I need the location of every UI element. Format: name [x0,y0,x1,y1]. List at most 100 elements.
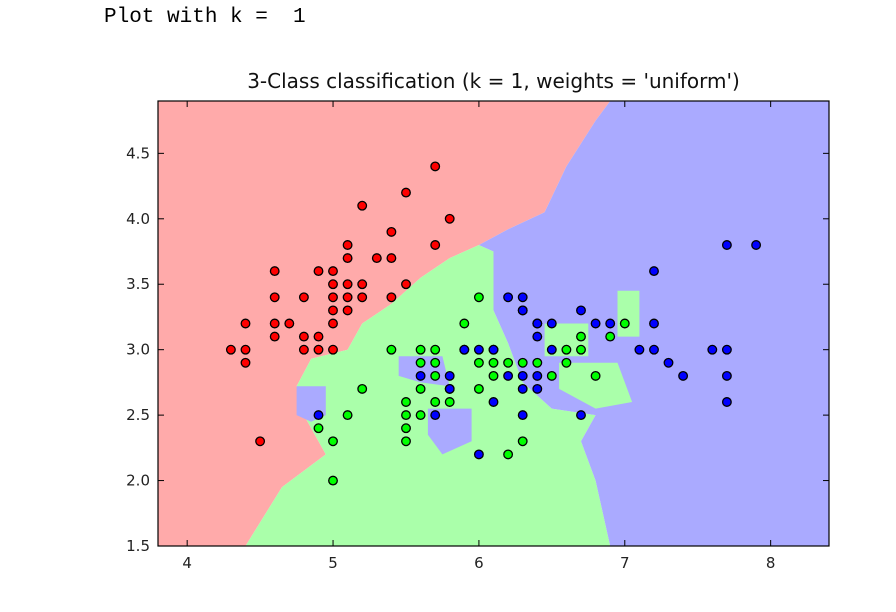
data-point-class-2 [721,240,732,250]
data-point-class-0 [313,266,324,277]
decision-region-class-2 [427,408,472,455]
data-point-class-2 [605,318,616,329]
decision-region-class-1 [617,290,640,337]
data-point-class-0 [269,331,280,342]
data-point-class-2 [430,410,441,421]
data-point-class-1 [561,344,572,355]
data-point-class-0 [357,279,368,290]
data-point-class-2 [663,357,674,368]
data-point-class-0 [328,344,338,355]
data-point-class-1 [401,436,411,447]
data-point-class-0 [401,279,411,290]
data-point-class-2 [546,344,557,355]
data-point-class-2 [488,397,499,407]
data-point-class-2 [517,292,528,303]
data-point-class-1 [415,410,426,421]
scatter-points [225,161,762,486]
data-point-class-0 [269,266,280,277]
data-point-class-0 [342,292,353,303]
data-point-class-2 [707,344,718,355]
data-point-class-1 [473,292,484,303]
data-point-class-1 [401,397,411,407]
data-point-class-2 [415,370,426,381]
data-point-class-2 [532,383,543,394]
data-point-class-1 [576,344,586,355]
data-point-class-0 [342,253,353,264]
data-point-class-1 [415,383,426,394]
cell-output-text: Plot with k = 1 [104,6,306,29]
data-point-class-2 [576,305,586,316]
data-point-class-2 [721,397,732,407]
data-point-class-1 [619,318,630,329]
data-point-class-2 [473,449,484,460]
data-point-class-0 [225,344,236,355]
data-point-class-2 [649,266,659,277]
data-point-class-0 [298,292,309,303]
data-point-class-0 [298,331,309,342]
data-point-class-0 [240,344,251,355]
data-point-class-0 [328,305,338,316]
data-point-class-2 [721,344,732,355]
data-point-class-2 [678,370,689,381]
data-point-class-1 [561,357,572,368]
data-point-class-1 [415,357,426,368]
data-point-class-1 [328,475,338,486]
data-point-class-0 [357,292,368,303]
data-point-class-2 [721,370,732,381]
plot-frame [157,100,830,547]
y-tick-label: 4.0 [126,210,150,228]
x-tick-label: 8 [766,554,776,572]
data-point-class-1 [459,318,470,329]
data-point-class-2 [649,344,659,355]
data-point-class-0 [313,331,324,342]
data-point-class-0 [342,305,353,316]
data-point-class-1 [328,436,338,447]
data-point-class-1 [473,357,484,368]
decision-region-class-1 [559,362,633,409]
data-point-class-1 [415,344,426,355]
data-point-class-1 [386,344,397,355]
data-point-class-1 [357,383,368,394]
data-point-class-1 [503,357,514,368]
data-point-class-0 [444,213,455,224]
data-point-class-2 [444,383,455,394]
data-point-class-2 [532,318,543,329]
data-point-class-1 [517,436,528,447]
data-point-class-1 [590,370,601,381]
data-point-class-0 [401,187,411,198]
data-point-class-0 [328,266,338,277]
data-point-class-0 [342,240,353,250]
data-point-class-1 [342,410,353,421]
data-point-class-1 [488,357,499,368]
data-point-class-2 [576,410,586,421]
data-point-class-2 [459,344,470,355]
data-point-class-0 [386,253,397,264]
data-point-class-2 [590,318,601,329]
axis-ticks: 4 5 6 7 8 1.5 2.0 2.5 3.0 3.5 4.0 4.5 [126,101,829,572]
data-point-class-1 [401,410,411,421]
data-point-class-2 [503,370,514,381]
data-point-class-0 [255,436,266,447]
data-point-class-1 [517,357,528,368]
data-point-class-2 [532,370,543,381]
data-point-class-0 [298,344,309,355]
data-point-class-0 [357,200,368,211]
data-point-class-2 [444,370,455,381]
y-tick-label: 2.5 [126,406,150,424]
y-tick-label: 4.5 [126,144,150,162]
data-point-class-0 [328,292,338,303]
data-point-class-0 [240,318,251,329]
data-point-class-0 [386,226,397,237]
data-point-class-0 [328,318,338,329]
data-point-class-1 [430,357,441,368]
data-point-class-0 [430,240,441,250]
data-point-class-1 [576,331,586,342]
chart-title: 3-Class classification (k = 1, weights =… [247,69,740,93]
data-point-class-2 [517,410,528,421]
data-point-class-1 [488,370,499,381]
data-point-class-0 [284,318,295,329]
data-point-class-2 [649,318,659,329]
decision-region-class-0 [158,101,611,546]
data-point-class-2 [532,331,543,342]
data-point-class-0 [269,292,280,303]
